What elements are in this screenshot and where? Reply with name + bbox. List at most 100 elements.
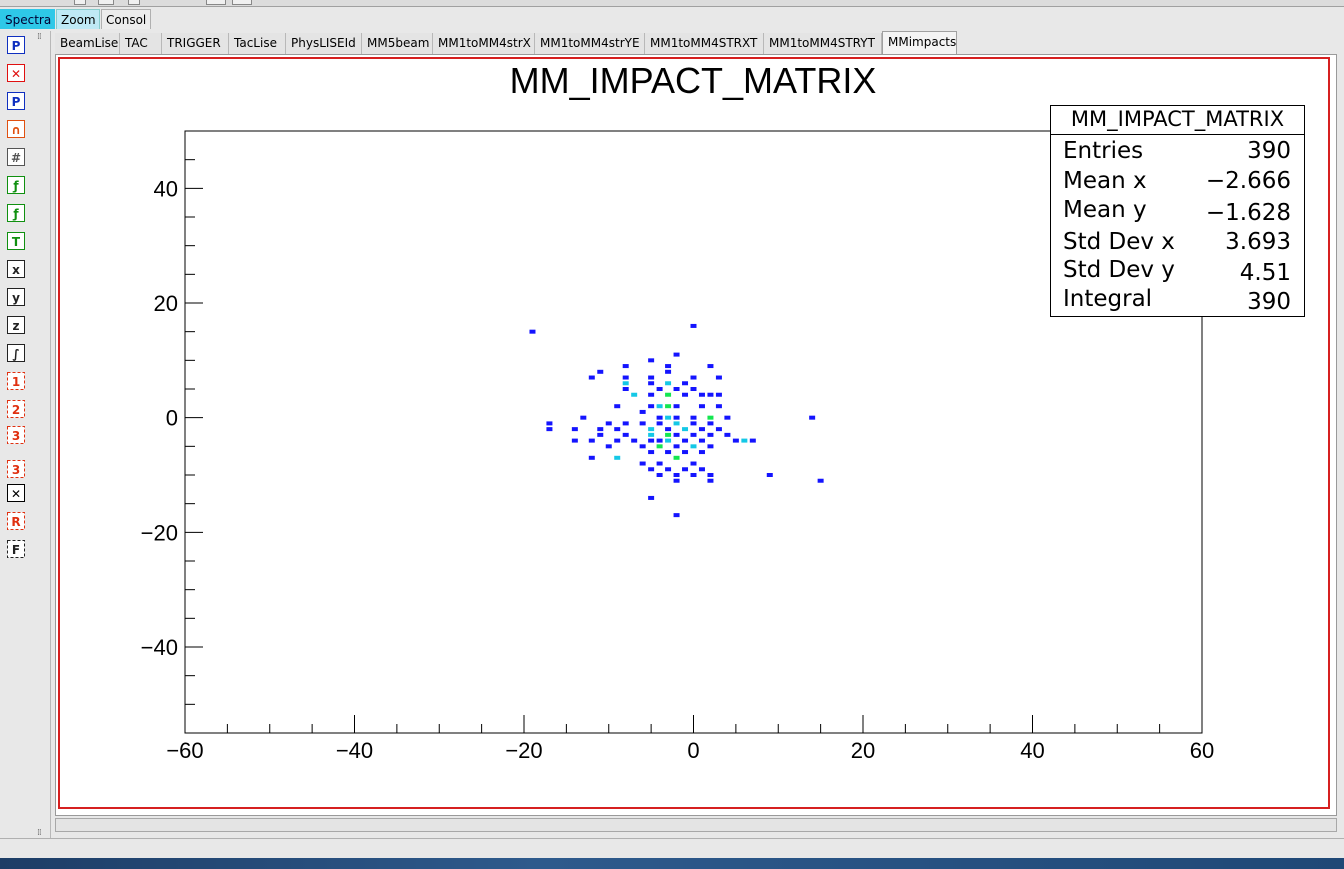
new-canvas-icon[interactable]: P	[6, 35, 26, 55]
mini-tab[interactable]	[128, 0, 140, 5]
tab-beamlise[interactable]: BeamLise	[55, 33, 120, 54]
heatmap-cell	[614, 455, 621, 460]
heatmap-cell	[614, 404, 621, 409]
heatmap-cell	[707, 415, 714, 420]
heatmap-cell	[665, 450, 672, 455]
stats-row-mean-x: Mean x −2.666	[1063, 168, 1291, 196]
heatmap-cell	[622, 375, 629, 380]
log-x-icon[interactable]: x	[6, 259, 26, 279]
heatmap-cell	[673, 432, 680, 437]
tab-mmimpacts[interactable]: MMimpacts	[882, 31, 957, 54]
grid-icon[interactable]: #	[6, 147, 26, 167]
tab-physliseid[interactable]: PhysLISEId	[286, 33, 362, 54]
heatmap-cell	[656, 444, 663, 449]
fft-icon[interactable]: F	[6, 539, 26, 559]
grip-icon[interactable]: ⁞⁞	[37, 32, 42, 42]
integral-icon[interactable]: ∫	[6, 343, 26, 363]
zoom-3-icon[interactable]: 3	[6, 425, 26, 445]
heatmap-cell	[690, 432, 697, 437]
mini-tab[interactable]	[232, 0, 252, 5]
heatmap-cell	[648, 438, 655, 443]
heatmap-cell	[648, 467, 655, 472]
fit-gauss-icon[interactable]: ∩	[6, 119, 26, 139]
tab-mm5beam[interactable]: MM5beam	[362, 33, 433, 54]
svg-text:✕: ✕	[11, 487, 21, 501]
heatmap-cell	[673, 352, 680, 357]
heatmap-cell	[817, 478, 824, 483]
svg-text:∩: ∩	[11, 123, 21, 137]
horizontal-scrollbar[interactable]	[55, 818, 1337, 832]
heatmap-cell	[690, 421, 697, 426]
stats-value: −2.666	[1205, 168, 1291, 194]
refit-icon[interactable]: ƒ	[6, 203, 26, 223]
heatmap-cell	[682, 467, 689, 472]
tab-consol[interactable]: Consol	[101, 9, 151, 29]
heatmap-cell	[665, 381, 672, 386]
heatmap-cell	[698, 467, 705, 472]
heatmap-cell	[571, 438, 578, 443]
delete-icon[interactable]: ✕	[6, 63, 26, 83]
reset-icon[interactable]: T	[6, 231, 26, 251]
heatmap-cell	[648, 450, 655, 455]
zoom-1-icon[interactable]: 1	[6, 371, 26, 391]
fit-icon[interactable]: ƒ	[6, 175, 26, 195]
svg-text:✕: ✕	[11, 67, 21, 81]
heatmap-cell	[639, 409, 646, 414]
tab-taclise[interactable]: TacLise	[229, 33, 286, 54]
x-tick-label: 0	[687, 738, 699, 763]
unzoom-icon[interactable]: ✕	[6, 483, 26, 503]
stats-label: Entries	[1063, 138, 1144, 164]
svg-text:y: y	[12, 291, 20, 305]
grip-icon[interactable]: ⁞⁞	[37, 828, 42, 838]
heatmap-cell	[707, 473, 714, 477]
heatmap-cell	[673, 473, 680, 477]
heatmap-cell	[682, 427, 689, 432]
stats-box[interactable]: MM_IMPACT_MATRIX Entries 390 Mean x −2.6…	[1050, 105, 1305, 317]
heatmap-cell	[588, 455, 595, 460]
tab-mm1tomm4strxt[interactable]: MM1toMM4STRXT	[645, 33, 764, 54]
heatmap-cell	[665, 438, 672, 443]
log-y-icon[interactable]: y	[6, 287, 26, 307]
svg-text:x: x	[12, 263, 20, 277]
heatmap-cell	[665, 369, 672, 374]
heatmap-cell	[622, 381, 629, 386]
heatmap-cell	[673, 404, 680, 409]
heatmap-cell	[656, 387, 663, 391]
tab-zoom[interactable]: Zoom	[56, 9, 100, 29]
heatmap-cell	[648, 358, 655, 363]
heatmap-cell	[673, 513, 680, 518]
tab-trigger[interactable]: TRIGGER	[162, 33, 229, 54]
rz-icon[interactable]: R	[6, 511, 26, 531]
zoom-2-icon[interactable]: 2	[6, 399, 26, 419]
x-tick-label: 20	[851, 738, 875, 763]
tab-tac[interactable]: TAC	[120, 33, 162, 54]
heatmap-cell	[529, 329, 536, 334]
y-tick-label: −20	[141, 520, 178, 545]
canvas-properties-icon[interactable]: P	[6, 91, 26, 111]
log-z-icon[interactable]: z	[6, 315, 26, 335]
stats-row-stddev-y: Std Dev y 4.51	[1063, 257, 1291, 286]
tab-spectra[interactable]: Spectra	[0, 9, 55, 29]
status-bar	[0, 838, 1344, 859]
heatmap-cell	[588, 375, 595, 380]
heatmap-cell	[665, 427, 672, 432]
heatmap-cell	[698, 392, 705, 397]
desktop-background	[0, 858, 1344, 869]
stats-label: Std Dev y	[1063, 257, 1175, 283]
heatmap-cell	[631, 392, 638, 397]
tab-mm1tomm4stryt[interactable]: MM1toMM4STRYT	[764, 33, 882, 54]
main-tab-bar: Spectra Zoom Consol	[0, 9, 1344, 31]
mini-tab[interactable]	[206, 0, 226, 5]
mini-tab[interactable]	[74, 0, 86, 5]
heatmap-cell	[690, 473, 697, 477]
heatmap-cell	[715, 404, 722, 409]
tab-mm1tomm4strye[interactable]: MM1toMM4strYE	[535, 33, 645, 54]
mini-tab[interactable]	[98, 0, 114, 5]
x-tick-label: −60	[166, 738, 203, 763]
svg-text:3: 3	[12, 463, 20, 477]
svg-text:z: z	[13, 319, 20, 333]
zoom-3-alt-icon[interactable]: 3	[6, 459, 26, 479]
heatmap-cell	[597, 369, 604, 374]
heatmap-cell	[707, 392, 714, 397]
tab-mm1tomm4strx[interactable]: MM1toMM4strX	[433, 33, 535, 54]
